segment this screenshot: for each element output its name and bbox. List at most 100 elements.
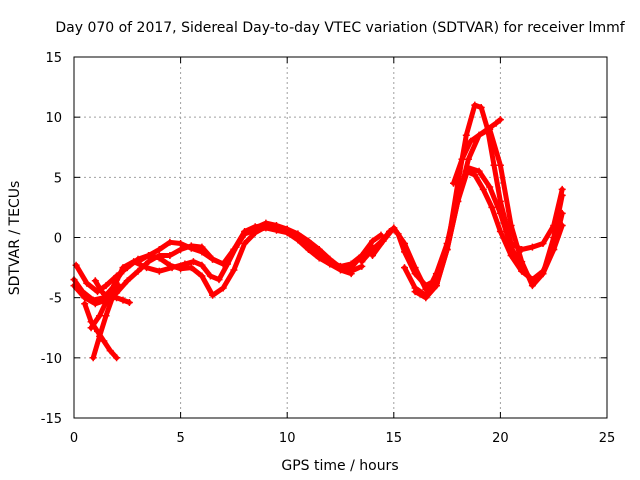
data-point-marker: [558, 185, 566, 193]
x-tick-label: 5: [176, 431, 184, 446]
data-point-marker: [496, 228, 504, 235]
y-tick-label: 5: [54, 171, 62, 186]
data-point-marker: [104, 294, 112, 302]
data-point-marker: [305, 243, 312, 251]
data-point-marker: [432, 282, 440, 290]
data-point-marker: [528, 282, 536, 290]
data-point-marker: [89, 354, 97, 362]
data-point-marker: [477, 104, 485, 111]
data-point-marker: [100, 337, 108, 345]
data-point-marker: [198, 261, 206, 269]
y-axis-label: SDTVAR / TECUs: [7, 181, 23, 296]
data-point-marker: [134, 258, 142, 266]
data-point-marker: [91, 277, 99, 285]
data-point-marker: [496, 161, 504, 169]
series-arc-8: [87, 270, 125, 332]
data-point-marker: [411, 264, 419, 272]
data-point-marker: [471, 101, 479, 109]
data-point-marker: [326, 258, 334, 266]
y-tick-label: 15: [45, 51, 62, 66]
data-point-marker: [283, 226, 291, 234]
data-point-marker: [166, 261, 174, 269]
data-point-marker: [241, 240, 249, 247]
data-point-marker: [91, 300, 99, 308]
data-point-marker: [422, 294, 430, 302]
data-point-marker: [358, 258, 366, 266]
data-point-marker: [96, 312, 104, 320]
data-point-marker: [166, 252, 174, 259]
x-tick-label: 20: [492, 431, 509, 446]
x-axis-label: GPS time / hours: [281, 458, 398, 474]
data-point-marker: [315, 252, 323, 259]
data-point-marker: [273, 224, 280, 232]
x-tick-label: 10: [279, 431, 296, 446]
data-point-marker: [219, 260, 227, 268]
data-point-marker: [458, 155, 466, 163]
y-tick-label: -5: [49, 292, 62, 307]
data-point-marker: [401, 264, 408, 272]
y-tick-label: -10: [41, 352, 62, 367]
data-point-marker: [492, 119, 500, 127]
x-tick-label: 0: [70, 431, 78, 446]
series-layer: [70, 101, 566, 362]
data-point-marker: [422, 285, 430, 293]
data-point-marker: [379, 237, 387, 245]
data-point-marker: [550, 222, 558, 229]
data-point-marker: [209, 255, 217, 263]
data-point-marker: [467, 137, 475, 145]
data-point-marker: [198, 248, 206, 256]
data-point-marker: [251, 223, 259, 231]
data-point-marker: [113, 276, 121, 284]
data-point-marker: [102, 312, 110, 320]
data-point-marker: [518, 258, 526, 266]
data-point-marker: [145, 252, 153, 259]
y-tick-label: 0: [54, 232, 62, 247]
data-point-marker: [209, 291, 217, 299]
data-point-marker: [507, 240, 515, 247]
data-point-marker: [125, 299, 133, 306]
data-point-marker: [187, 264, 195, 272]
data-point-marker: [106, 347, 114, 355]
data-point-marker: [539, 240, 547, 247]
data-point-marker: [450, 179, 457, 187]
data-point-marker: [230, 266, 238, 274]
data-point-marker: [369, 252, 376, 259]
series-arc-7: [89, 282, 123, 362]
data-point-marker: [443, 246, 451, 253]
data-point-marker: [87, 324, 95, 332]
data-point-marker: [486, 183, 494, 191]
data-point-marker: [496, 197, 504, 205]
data-point-marker: [155, 267, 163, 275]
y-tick-label: -15: [41, 412, 62, 427]
data-point-marker: [145, 258, 153, 266]
series-arc-4: [134, 222, 376, 270]
data-point-marker: [215, 276, 223, 284]
data-point-marker: [81, 300, 89, 308]
data-point-marker: [518, 246, 526, 253]
data-point-marker: [177, 265, 185, 273]
x-tick-label: 15: [386, 431, 403, 446]
data-point-marker: [490, 161, 498, 169]
data-point-marker: [462, 131, 470, 139]
data-point-marker: [337, 262, 344, 270]
data-point-marker: [377, 231, 385, 239]
data-point-marker: [134, 267, 142, 275]
data-point-marker: [155, 246, 163, 253]
data-point-marker: [98, 288, 106, 296]
data-point-marker: [230, 246, 238, 253]
data-point-marker: [369, 237, 376, 245]
data-point-marker: [102, 282, 110, 290]
x-tick-labels: 0 5 10 15 20 25: [70, 431, 615, 446]
y-tick-labels: -15 -10 -5 0 5 10 15: [41, 51, 62, 427]
data-point-marker: [123, 264, 131, 272]
data-point-marker: [96, 332, 104, 340]
data-point-marker: [390, 224, 398, 232]
data-point-marker: [528, 243, 536, 251]
data-point-marker: [401, 240, 408, 247]
data-point-marker: [187, 244, 195, 252]
data-point-marker: [484, 125, 492, 133]
data-point-marker: [464, 155, 472, 163]
data-point-marker: [347, 260, 355, 268]
